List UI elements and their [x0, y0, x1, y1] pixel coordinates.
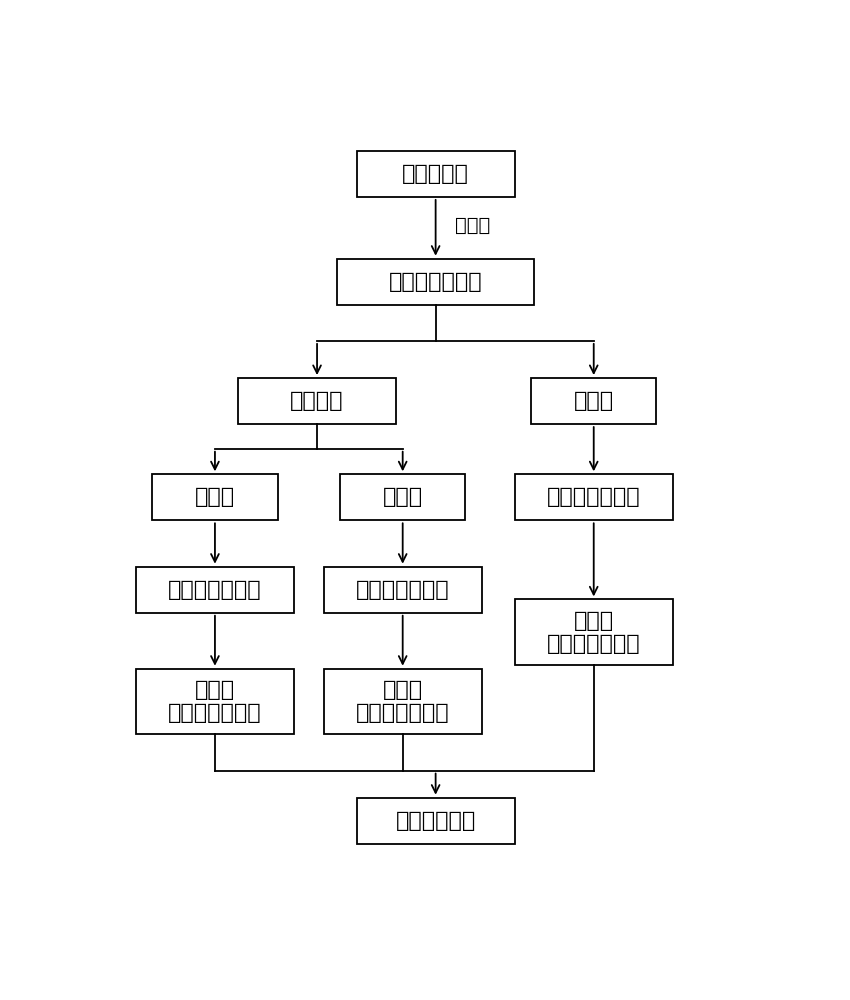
- FancyBboxPatch shape: [324, 669, 482, 734]
- Text: 第一类混酸消解: 第一类混酸消解: [168, 580, 262, 600]
- FancyBboxPatch shape: [238, 378, 396, 424]
- FancyBboxPatch shape: [152, 474, 277, 520]
- Text: 有氧焙烧: 有氧焙烧: [291, 391, 343, 411]
- Text: 预处理: 预处理: [456, 216, 490, 235]
- FancyBboxPatch shape: [136, 669, 294, 734]
- Text: 酸溶解: 酸溶解: [382, 487, 422, 507]
- FancyBboxPatch shape: [357, 798, 514, 844]
- Text: 第二类混酸反应: 第二类混酸反应: [356, 580, 450, 600]
- FancyBboxPatch shape: [531, 378, 656, 424]
- FancyBboxPatch shape: [514, 599, 672, 665]
- Text: 酸溶解: 酸溶解: [574, 391, 614, 411]
- FancyBboxPatch shape: [340, 474, 465, 520]
- Text: 混合液: 混合液: [382, 680, 422, 700]
- FancyBboxPatch shape: [337, 259, 535, 305]
- Text: 第三类金属离子: 第三类金属离子: [547, 634, 641, 654]
- Text: 混合液: 混合液: [195, 680, 235, 700]
- Text: 酸溶解: 酸溶解: [195, 487, 235, 507]
- FancyBboxPatch shape: [136, 567, 294, 613]
- FancyBboxPatch shape: [324, 567, 482, 613]
- Text: 金属元素检测: 金属元素检测: [395, 811, 476, 831]
- FancyBboxPatch shape: [514, 474, 672, 520]
- Text: 第一类金属离子: 第一类金属离子: [168, 703, 262, 723]
- Text: 第三类混酸消解: 第三类混酸消解: [547, 487, 641, 507]
- Text: 第二类金属离子: 第二类金属离子: [356, 703, 450, 723]
- FancyBboxPatch shape: [357, 151, 514, 197]
- Text: 混合液: 混合液: [574, 611, 614, 631]
- Text: 电子废弃物: 电子废弃物: [402, 164, 469, 184]
- Text: 电子废弃物样品: 电子废弃物样品: [388, 272, 483, 292]
